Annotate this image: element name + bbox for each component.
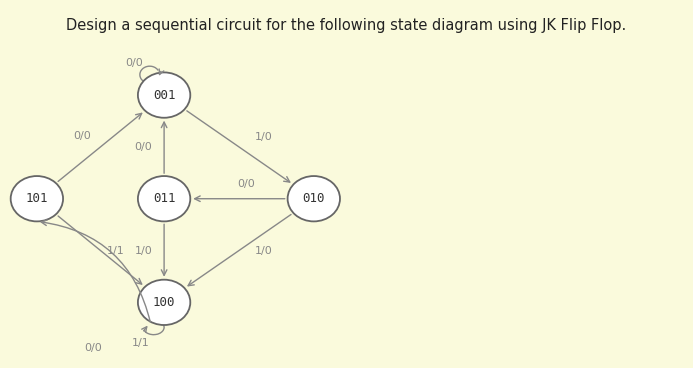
Text: Design a sequential circuit for the following state diagram using JK Flip Flop.: Design a sequential circuit for the foll… [67,18,626,33]
Circle shape [138,280,191,325]
Text: 011: 011 [153,192,175,205]
Text: 001: 001 [153,89,175,102]
Circle shape [138,176,191,222]
Text: 101: 101 [26,192,48,205]
Text: 1/0: 1/0 [134,245,152,255]
Text: 0/0: 0/0 [125,59,143,68]
Text: 0/0: 0/0 [73,131,91,141]
Text: 1/0: 1/0 [254,132,272,142]
Circle shape [138,72,191,118]
Text: 0/0: 0/0 [84,343,102,353]
Text: 1/0: 1/0 [254,245,272,255]
Text: 1/1: 1/1 [132,338,150,348]
Text: 1/1: 1/1 [107,245,124,255]
Text: 0/0: 0/0 [238,179,255,189]
Text: 010: 010 [303,192,325,205]
Circle shape [288,176,340,222]
Text: 100: 100 [153,296,175,309]
Circle shape [10,176,63,222]
Text: 0/0: 0/0 [134,142,152,152]
